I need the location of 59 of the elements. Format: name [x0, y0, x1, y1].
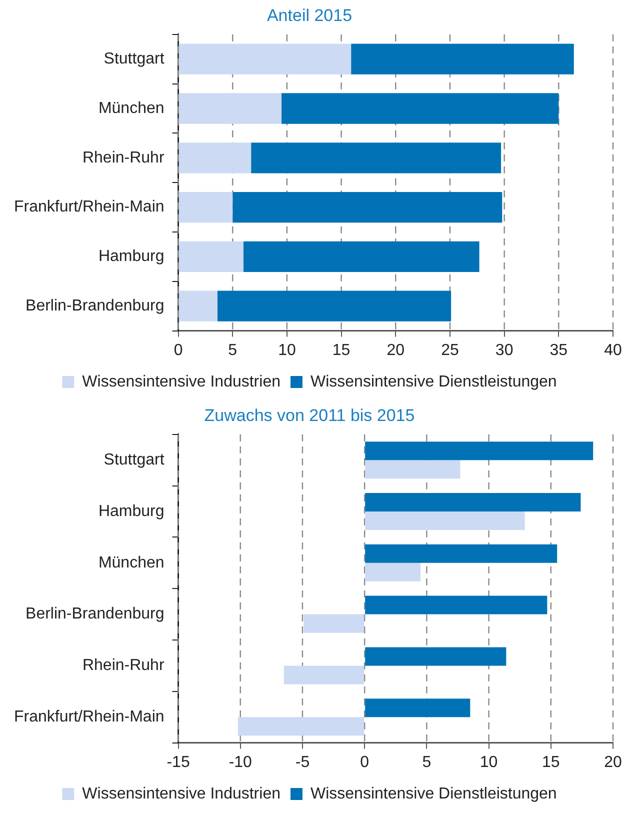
bar — [243, 241, 480, 272]
chart-title: Zuwachs von 2011 bis 2015 — [204, 406, 415, 425]
bar — [178, 93, 282, 124]
x-tick-label: -10 — [228, 754, 252, 771]
bar — [365, 512, 525, 530]
bar — [178, 192, 233, 223]
y-tick-label: Frankfurt/Rhein-Main — [14, 198, 164, 216]
y-tick-label: Stuttgart — [104, 452, 165, 469]
legend-label: Wissensintensive Industrien — [82, 373, 280, 390]
x-tick-label: 15 — [332, 342, 350, 359]
x-tick-label: 10 — [278, 342, 296, 359]
y-tick-label: Stuttgart — [104, 50, 165, 68]
x-tick-label: 20 — [386, 342, 405, 359]
x-tick-label: 0 — [174, 342, 183, 359]
chart-title: Anteil 2015 — [266, 6, 352, 25]
bar — [178, 44, 352, 74]
legend-label: Wissensintensive Dienstleistungen — [310, 373, 557, 390]
bar — [284, 666, 364, 684]
bar — [365, 460, 460, 479]
bar — [178, 142, 252, 174]
bar — [178, 241, 244, 272]
x-tick-label: 35 — [550, 342, 568, 359]
x-tick-label: 10 — [480, 754, 498, 771]
bar — [365, 562, 420, 582]
x-tick-label: 5 — [422, 754, 432, 771]
bar — [178, 290, 218, 322]
bar — [365, 596, 548, 614]
y-tick-label: Rhein-Ruhr — [82, 657, 165, 674]
legend-label: Wissensintensive Industrien — [82, 785, 280, 802]
y-tick-label: Frankfurt/Rhein-Main — [14, 708, 164, 726]
bar — [217, 290, 452, 322]
bar — [365, 647, 506, 666]
x-tick-label: 0 — [360, 754, 370, 771]
legend-label: Wissensintensive Dienstleistungen — [310, 785, 557, 802]
bar — [232, 192, 502, 223]
bar — [365, 492, 581, 512]
y-tick-label: München — [98, 100, 164, 117]
bar — [282, 93, 559, 124]
x-tick-label: 30 — [495, 342, 514, 359]
y-tick-label: München — [98, 554, 164, 572]
x-tick-label: 20 — [604, 754, 622, 771]
x-tick-label: 5 — [228, 342, 238, 359]
x-tick-label: 25 — [441, 342, 459, 359]
x-tick-label: 15 — [542, 754, 560, 771]
x-tick-label: -5 — [295, 754, 310, 771]
bar — [365, 698, 470, 718]
x-tick-label: 40 — [604, 342, 622, 359]
bar — [238, 717, 364, 736]
y-tick-label: Rhein-Ruhr — [82, 149, 165, 166]
bar — [365, 442, 594, 460]
y-tick-label: Hamburg — [98, 248, 164, 266]
y-tick-label: Berlin-Brandenburg — [26, 606, 164, 623]
y-tick-label: Hamburg — [98, 502, 164, 520]
y-tick-label: Berlin-Brandenburg — [26, 298, 164, 315]
x-tick-label: -15 — [166, 754, 190, 771]
bar — [251, 142, 502, 174]
bar — [365, 544, 558, 563]
bar — [351, 44, 574, 74]
bar — [304, 614, 364, 633]
